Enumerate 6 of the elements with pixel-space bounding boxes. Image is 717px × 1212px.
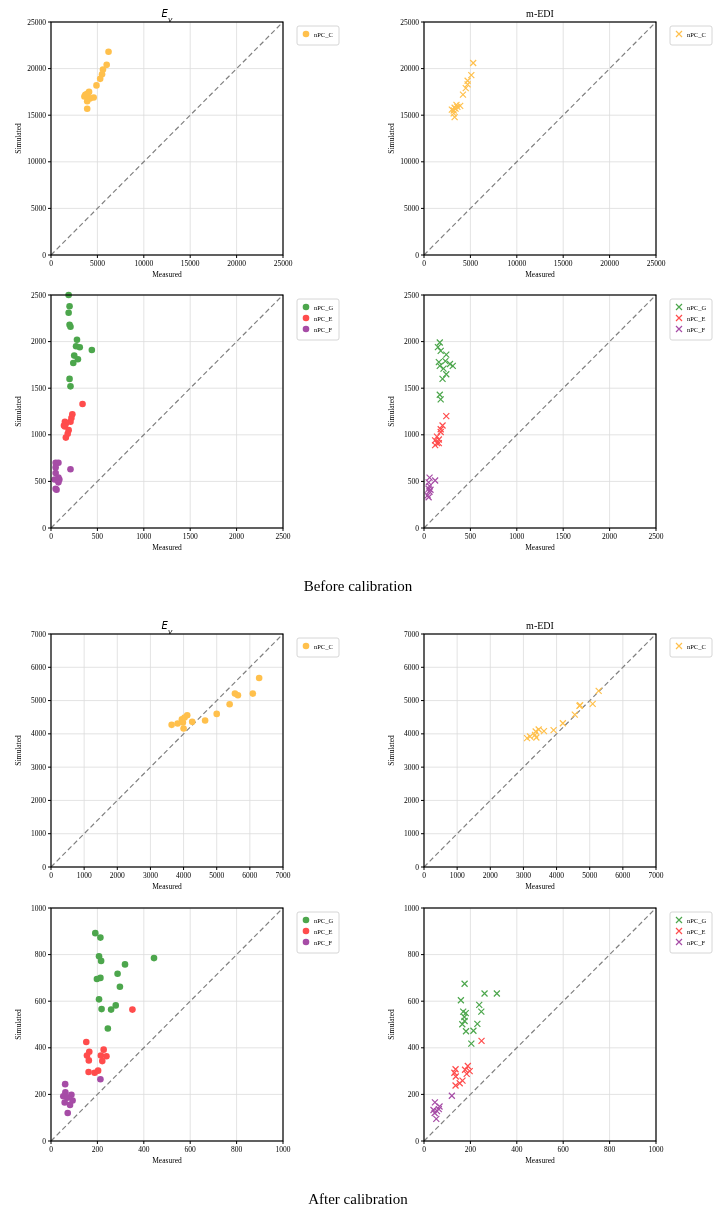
- chart-title: m-EDI: [526, 8, 554, 19]
- chart-title: m-EDI: [526, 620, 554, 631]
- chart-title: E$_{v}$: [161, 620, 173, 636]
- text: Before calibration: [303, 578, 413, 594]
- text: After calibration: [308, 1191, 409, 1207]
- chart-title: E$_{v}$: [161, 8, 173, 24]
